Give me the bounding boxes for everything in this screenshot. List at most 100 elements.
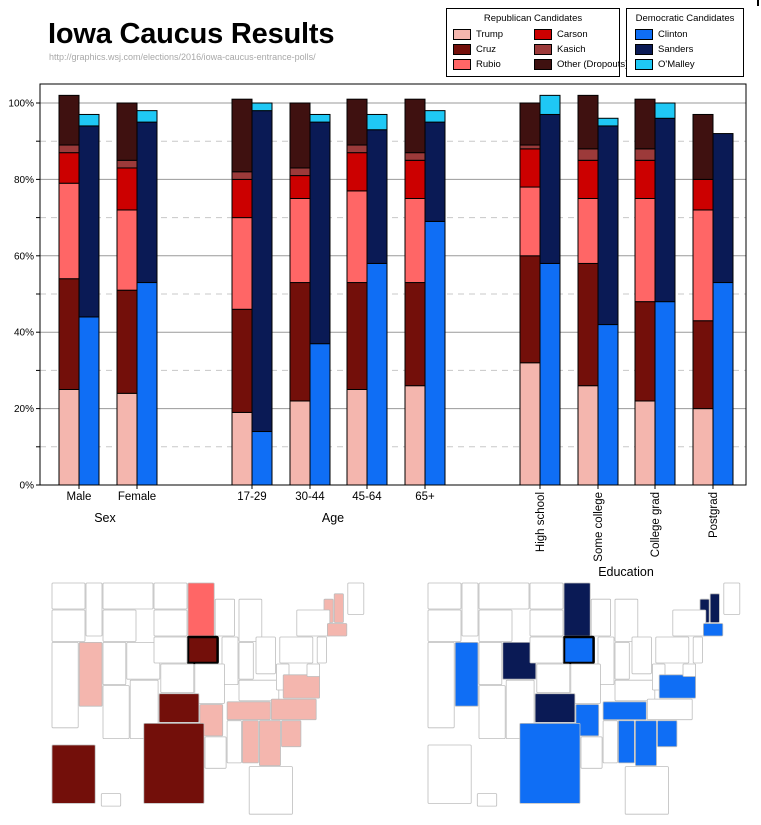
map-state-pa [655,636,690,664]
bar-rep-trump-6 [519,362,541,486]
bar-dem-sanders-5 [424,121,446,222]
bar-rep-kasich-1 [116,159,138,169]
map-state-oh [631,636,652,675]
map-state-me [723,582,741,615]
legend-label-omalley: O'Malley [658,59,695,70]
legend-swatch-carson [534,29,552,40]
map-state-nd [153,582,188,610]
map-state-md [682,663,697,677]
bar-dem-o-malley-8 [654,102,676,119]
bar-rep-kasich-0 [58,144,80,154]
map-state-wa [427,582,462,610]
map-state-ut [102,642,127,686]
bar-dem-sanders-3 [309,121,331,345]
bar-rep-other-dropouts--7 [577,94,599,150]
map-state-ca [427,642,455,729]
map-state-nc [270,698,317,721]
map-state-la [204,736,227,769]
map-state-ma [326,623,348,637]
legend-swatch-clinton [635,29,653,40]
source-url: http://graphics.wsj.com/elections/2016/i… [49,52,316,62]
bar-rep-kasich-2 [231,171,253,180]
bar-rep-cruz-4 [346,282,368,391]
map-state-nj [316,636,327,664]
map-state-fl [624,766,669,815]
corner-mark [757,0,759,6]
bar-dem-o-malley-0 [78,113,100,127]
legend-item-trump: Trump [453,29,503,40]
map-state-ma [703,623,724,637]
bar-rep-other-dropouts--9 [692,113,714,180]
bar-rep-trump-3 [289,400,311,486]
map-state-nc [646,698,693,721]
bar-rep-other-dropouts--4 [346,98,368,146]
legend-swatch-trump [453,29,471,40]
bar-rep-rubio-7 [577,198,599,264]
map-state-mt [478,582,530,610]
map-state-sd [529,609,564,637]
group-label: Sex [94,511,116,525]
map-state-tn [602,701,647,721]
legend-item-omalley: O'Malley [635,59,695,70]
bar-rep-carson-3 [289,175,311,200]
legend-swatch-cruz [453,44,471,55]
map-state-mn [563,582,591,637]
map-state-hi [100,793,122,807]
map-state-ms [602,720,618,764]
map-state-nh [333,593,344,623]
map-state-nj [692,636,703,664]
legend-item-other: Other (Dropouts) [534,59,628,70]
bar-rep-cruz-6 [519,255,541,364]
bar-rep-cruz-8 [634,301,656,402]
map-state-ut [478,642,503,686]
map-state-fl [248,766,293,815]
map-state-or [51,609,86,642]
bar-rep-carson-9 [692,178,714,211]
bar-rep-rubio-3 [289,198,311,284]
bar-dem-sanders-1 [136,121,158,284]
map-state-ak [427,744,472,804]
bar-rep-carson-5 [404,159,426,200]
bar-dem-sanders-2 [251,110,273,433]
map-state-ak [51,744,96,804]
y-tick-label: 80% [14,175,34,186]
map-state-il [221,636,239,685]
legend-swatch-omalley [635,59,653,70]
legend-label-clinton: Clinton [658,29,688,40]
legend-label-rubio: Rubio [476,59,501,70]
y-tick-label: 0% [20,481,35,492]
map-state-pa [279,636,314,664]
bar-rep-cruz-9 [692,320,714,410]
x-tick-label: College grad [650,492,662,557]
map-state-me [347,582,365,615]
bar-rep-kasich-6 [519,144,541,150]
bar-dem-sanders-0 [78,125,100,318]
map-state-al [241,720,259,764]
map-state-ne [529,636,564,664]
map-state-tn [226,701,271,721]
map-democratic [427,582,741,815]
x-tick-label: 30-44 [295,491,325,503]
map-state-ia [186,635,219,665]
legend-item-carson: Carson [534,29,588,40]
bar-dem-o-malley-6 [539,94,561,115]
map-state-md [306,663,321,677]
bar-rep-trump-1 [116,392,138,486]
bar-rep-carson-8 [634,159,656,200]
map-state-wy [102,609,137,642]
map-state-or [427,609,462,642]
bar-rep-other-dropouts--5 [404,98,426,154]
bar-dem-clinton-0 [78,316,100,486]
map-state-ky [238,679,280,702]
legend-label-cruz: Cruz [476,44,497,55]
map-state-tx [143,722,205,804]
map-state-sd [153,609,188,637]
bar-dem-clinton-8 [654,301,676,486]
legend-label-trump: Trump [476,29,504,40]
axes: 0% 20% 40% 60% 80% 100% Male Female 17-29 30-44 45… [8,83,747,579]
bar-rep-kasich-5 [404,152,426,161]
bar-rep-cruz-3 [289,282,311,402]
group-label: Age [322,511,344,525]
bar-rep-other-dropouts--3 [289,102,311,169]
legend-label-carson: Carson [557,29,588,40]
